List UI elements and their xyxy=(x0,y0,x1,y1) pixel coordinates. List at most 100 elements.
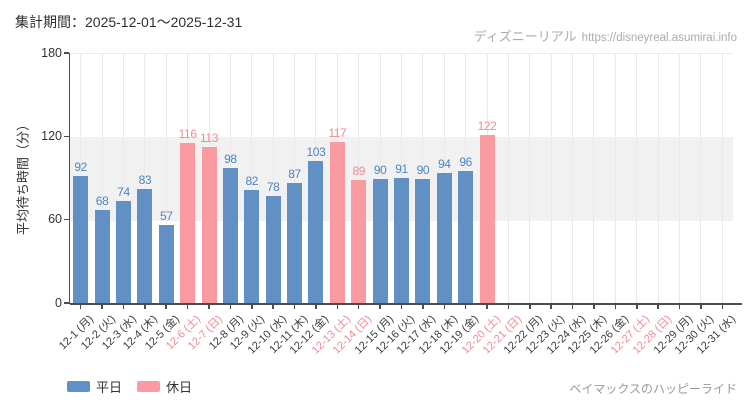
x-tick xyxy=(293,304,296,309)
x-tick xyxy=(550,304,552,309)
bar-value-label: 83 xyxy=(138,172,152,187)
gridline xyxy=(529,54,531,304)
y-tick xyxy=(64,302,69,304)
bar-value-label: 103 xyxy=(306,144,326,159)
watermark: ディズニーリアル https://disneyreal.asumirai.info xyxy=(474,26,737,46)
x-tick xyxy=(272,304,274,309)
bar-12-15[interactable] xyxy=(372,179,388,304)
x-tick xyxy=(208,304,210,309)
bar-value-label: 122 xyxy=(477,118,497,133)
gridline xyxy=(251,54,253,304)
bar-value-label: 92 xyxy=(74,160,87,175)
gridline xyxy=(165,54,167,304)
y-axis-label: 180 xyxy=(41,45,62,60)
y-tick xyxy=(64,218,69,221)
legend-label-weekday: 平日 xyxy=(96,380,123,395)
bar-12-18[interactable] xyxy=(436,173,452,304)
x-tick xyxy=(336,304,339,309)
bar-12-10[interactable] xyxy=(265,195,281,304)
bar-value-label: 89 xyxy=(352,164,365,179)
legend-item-weekday[interactable]: 平日 xyxy=(67,377,122,396)
bar-12-9[interactable] xyxy=(244,190,260,304)
x-tick xyxy=(101,304,103,309)
x-tick xyxy=(144,304,146,309)
x-axis-line xyxy=(70,303,742,305)
bar-value-label: 78 xyxy=(266,179,280,194)
x-tick xyxy=(507,304,510,309)
bar-12-5[interactable] xyxy=(158,224,174,304)
gridline xyxy=(572,54,574,304)
bar-12-11[interactable] xyxy=(287,183,303,304)
x-tick xyxy=(400,304,403,309)
y-axis-label: 60 xyxy=(48,212,62,227)
bar-12-3[interactable] xyxy=(115,201,131,304)
x-tick xyxy=(614,304,617,309)
gridline xyxy=(721,54,723,304)
legend-item-holiday[interactable]: 休日 xyxy=(137,377,192,396)
gridline xyxy=(614,54,616,304)
bar-value-label: 116 xyxy=(178,126,197,141)
x-tick xyxy=(251,304,253,309)
bar-12-13[interactable] xyxy=(329,141,345,304)
attraction-name: ベイマックスのハッピーライド xyxy=(569,382,737,396)
x-tick xyxy=(165,304,167,309)
gridline xyxy=(122,54,124,304)
gridline xyxy=(636,54,638,304)
x-tick xyxy=(357,304,360,309)
bar-12-16[interactable] xyxy=(394,177,409,304)
x-tick xyxy=(379,304,381,309)
report-period-title: 集計期間：2025-12-01～2025-12-31 xyxy=(15,14,243,30)
watermark-url: https://disneyreal.asumirai.info xyxy=(581,32,737,44)
bar-value-label: 113 xyxy=(200,131,218,146)
bar-value-label: 74 xyxy=(117,185,130,200)
y-axis-label: 0 xyxy=(55,295,62,310)
x-tick xyxy=(486,304,488,309)
bar-12-17[interactable] xyxy=(415,179,431,304)
bar-value-label: 82 xyxy=(245,174,259,189)
gridline xyxy=(101,54,103,304)
x-tick xyxy=(571,304,574,309)
bar-12-12[interactable] xyxy=(308,160,324,304)
bar-12-8[interactable] xyxy=(222,167,238,304)
x-tick xyxy=(229,304,232,309)
plot-area: 92 68 74 83 57 116 113 98 82 78 87 103 117 89 90 91 90 94… xyxy=(70,53,733,304)
legend: 平日 休日 xyxy=(67,377,192,396)
gridline xyxy=(358,54,360,304)
gridline xyxy=(272,54,274,304)
legend-swatch-holiday xyxy=(137,381,161,392)
bar-value-label: 90 xyxy=(373,163,387,177)
gridline xyxy=(679,54,681,304)
x-tick xyxy=(122,304,125,309)
x-tick xyxy=(422,304,424,309)
bar-value-label: 98 xyxy=(224,151,237,166)
x-tick xyxy=(464,304,467,309)
bar-12-14[interactable] xyxy=(351,180,367,304)
x-tick xyxy=(186,304,189,309)
x-tick xyxy=(79,304,82,309)
x-tick xyxy=(443,304,446,309)
x-tick xyxy=(593,304,595,309)
bar-value-label: 94 xyxy=(437,157,451,172)
x-tick xyxy=(636,304,638,309)
bar-12-20[interactable] xyxy=(479,134,495,304)
gridline xyxy=(144,54,146,304)
bar-12-7[interactable] xyxy=(201,147,217,304)
bar-value-label: 87 xyxy=(288,167,301,182)
x-tick xyxy=(529,304,531,309)
bar-value-label: 90 xyxy=(416,163,430,177)
gridline xyxy=(294,54,296,304)
x-tick xyxy=(700,304,702,309)
bar-12-6[interactable] xyxy=(180,142,196,304)
gridline xyxy=(657,54,659,304)
bar-value-label: 117 xyxy=(328,125,347,140)
bar-12-19[interactable] xyxy=(458,170,474,304)
gridline xyxy=(700,54,702,304)
legend-label-holiday: 休日 xyxy=(166,380,193,395)
bar-12-4[interactable] xyxy=(137,188,153,304)
gridline xyxy=(593,54,595,304)
y-axis-line xyxy=(68,53,70,304)
bar-12-1[interactable] xyxy=(73,176,89,304)
bar-12-2[interactable] xyxy=(94,209,110,304)
y-tick xyxy=(64,52,69,54)
